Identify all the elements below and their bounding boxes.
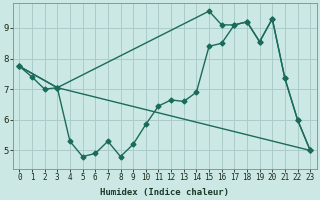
X-axis label: Humidex (Indice chaleur): Humidex (Indice chaleur) [100, 188, 229, 197]
